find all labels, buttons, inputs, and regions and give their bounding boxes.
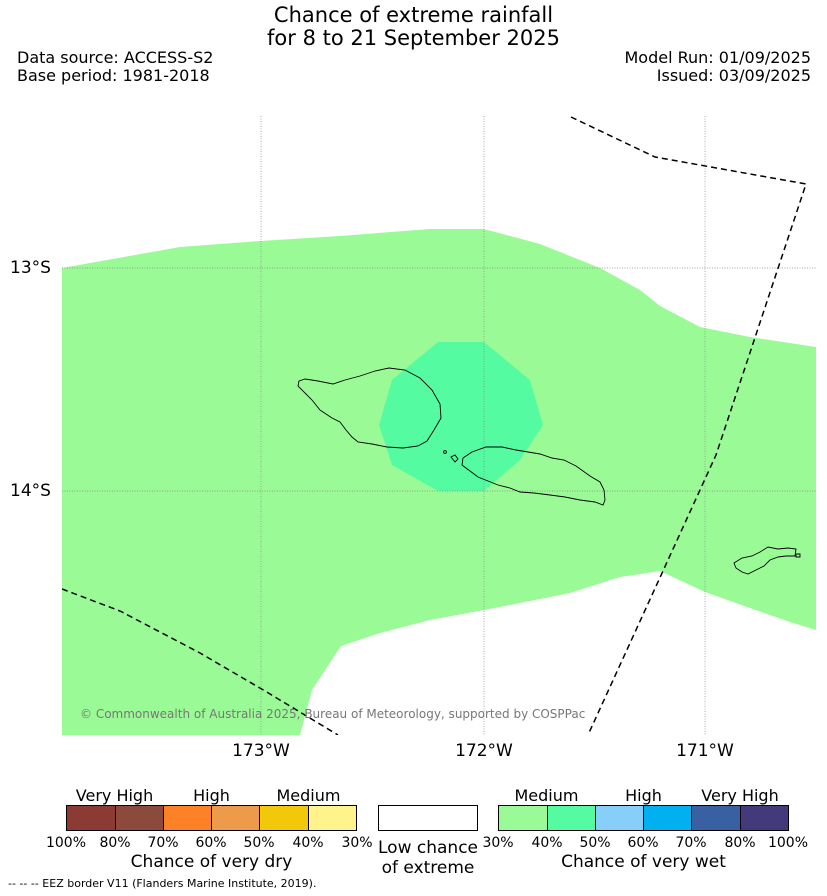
upolu-island (461, 446, 606, 506)
eez-border (62, 116, 807, 735)
wet-colorbar (498, 805, 789, 831)
issued-date: Issued: 03/09/2025 (656, 66, 811, 85)
wet-tick-50: 50% (579, 835, 611, 851)
wet-legend-title: Chance of very wet (561, 852, 726, 872)
wet-tick-100: 100% (767, 835, 809, 851)
lat-label-14s: 14°S (10, 481, 51, 501)
wet-swatch-50-60 (596, 806, 644, 830)
lat-label-13s: 13°S (10, 258, 51, 278)
wet-tick-60: 60% (627, 835, 659, 851)
copyright-notice: © Commonwealth of Australia 2025, Bureau… (80, 707, 585, 721)
rainfall-map[interactable]: © Commonwealth of Australia 2025, Bureau… (62, 116, 816, 735)
dry-legend-title: Chance of very dry (130, 852, 293, 872)
tutuila-island (733, 546, 797, 575)
wet-cat-very-high: Very High (701, 786, 779, 805)
dry-swatch-70-60 (164, 806, 212, 830)
eez-footnote: -- -- -- EEZ border V11 (Flanders Marine… (8, 877, 317, 890)
dry-swatch-80-70 (116, 806, 164, 830)
lon-label-171w: 171°W (676, 741, 734, 761)
dry-swatch-40-30 (309, 806, 356, 830)
lon-label-173w: 173°W (232, 741, 290, 761)
model-run: Model Run: 01/09/2025 (624, 48, 812, 67)
dry-cat-very-high: Very High (75, 786, 154, 805)
dry-colorbar (66, 805, 357, 831)
dry-cat-high: High (193, 786, 230, 805)
graticule (62, 116, 816, 735)
wet-swatch-40-50 (548, 806, 596, 830)
wet-swatch-70-80 (692, 806, 741, 830)
manono-islet (450, 454, 459, 463)
map-title-line1: Chance of extreme rainfall (273, 3, 554, 27)
dry-swatch-60-50 (212, 806, 260, 830)
dry-tick-70: 70% (147, 835, 179, 851)
wet-tick-30: 30% (482, 835, 514, 851)
wet-tick-80: 80% (724, 835, 756, 851)
dry-tick-40: 40% (292, 835, 324, 851)
wet-swatch-60-70 (644, 806, 692, 830)
dry-tick-60: 60% (195, 835, 227, 851)
dry-tick-80: 80% (99, 835, 131, 851)
wet-tick-70: 70% (675, 835, 707, 851)
map-title-line2: for 8 to 21 September 2025 (267, 26, 560, 50)
wet-tick-40: 40% (531, 835, 563, 851)
dry-tick-100: 100% (45, 835, 87, 851)
apolima-islet (443, 450, 447, 454)
dry-tick-50: 50% (243, 835, 275, 851)
dry-swatch-50-40 (260, 806, 309, 830)
data-source: Data source: ACCESS-S2 (17, 48, 214, 67)
dry-tick-30: 30% (341, 835, 373, 851)
savaii-island (297, 367, 442, 449)
dry-cat-medium: Medium (276, 786, 341, 805)
wet-swatch-80-100 (741, 806, 788, 830)
low-chance-line1: Low chance (378, 838, 478, 858)
low-chance-line2: of extreme (381, 858, 475, 878)
lon-label-172w: 172°W (455, 741, 513, 761)
wet-medium-region-40-50 (379, 342, 543, 491)
base-period: Base period: 1981-2018 (17, 66, 210, 85)
wet-cat-medium: Medium (514, 786, 579, 805)
aunuu-islet (795, 553, 801, 558)
low-chance-swatch (378, 805, 478, 831)
wet-cat-high: High (625, 786, 662, 805)
wet-swatch-30-40 (499, 806, 548, 830)
dry-swatch-100-80 (67, 806, 116, 830)
